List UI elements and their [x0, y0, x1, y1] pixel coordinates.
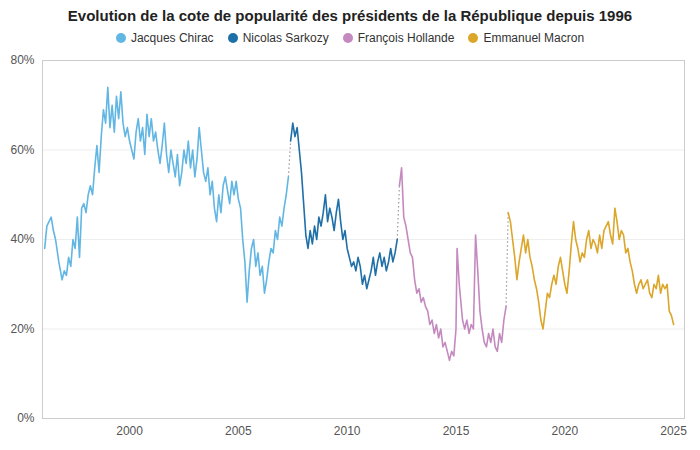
svg-text:2015: 2015: [443, 424, 470, 438]
svg-text:0%: 0%: [17, 411, 35, 425]
html-text:Emmanuel Macron: Emmanuel Macron: [483, 31, 585, 45]
svg-text:2010: 2010: [334, 424, 361, 438]
svg-text:2020: 2020: [551, 424, 578, 438]
html-text:Nicolas Sarkozy: Nicolas Sarkozy: [242, 31, 329, 45]
svg-text:40%: 40%: [10, 232, 34, 246]
svg-text:2005: 2005: [225, 424, 252, 438]
svg-text:2025: 2025: [660, 424, 687, 438]
html-text:Evolution de la cote de popula: Evolution de la cote de popularité des p…: [67, 7, 633, 24]
html-text:François Hollande: François Hollande: [357, 31, 455, 45]
svg-text:60%: 60%: [10, 143, 34, 157]
svg-text:80%: 80%: [10, 53, 34, 67]
html-text:Jacques Chirac: Jacques Chirac: [130, 31, 214, 45]
svg-text:2000: 2000: [116, 424, 143, 438]
svg-text:20%: 20%: [10, 322, 34, 336]
